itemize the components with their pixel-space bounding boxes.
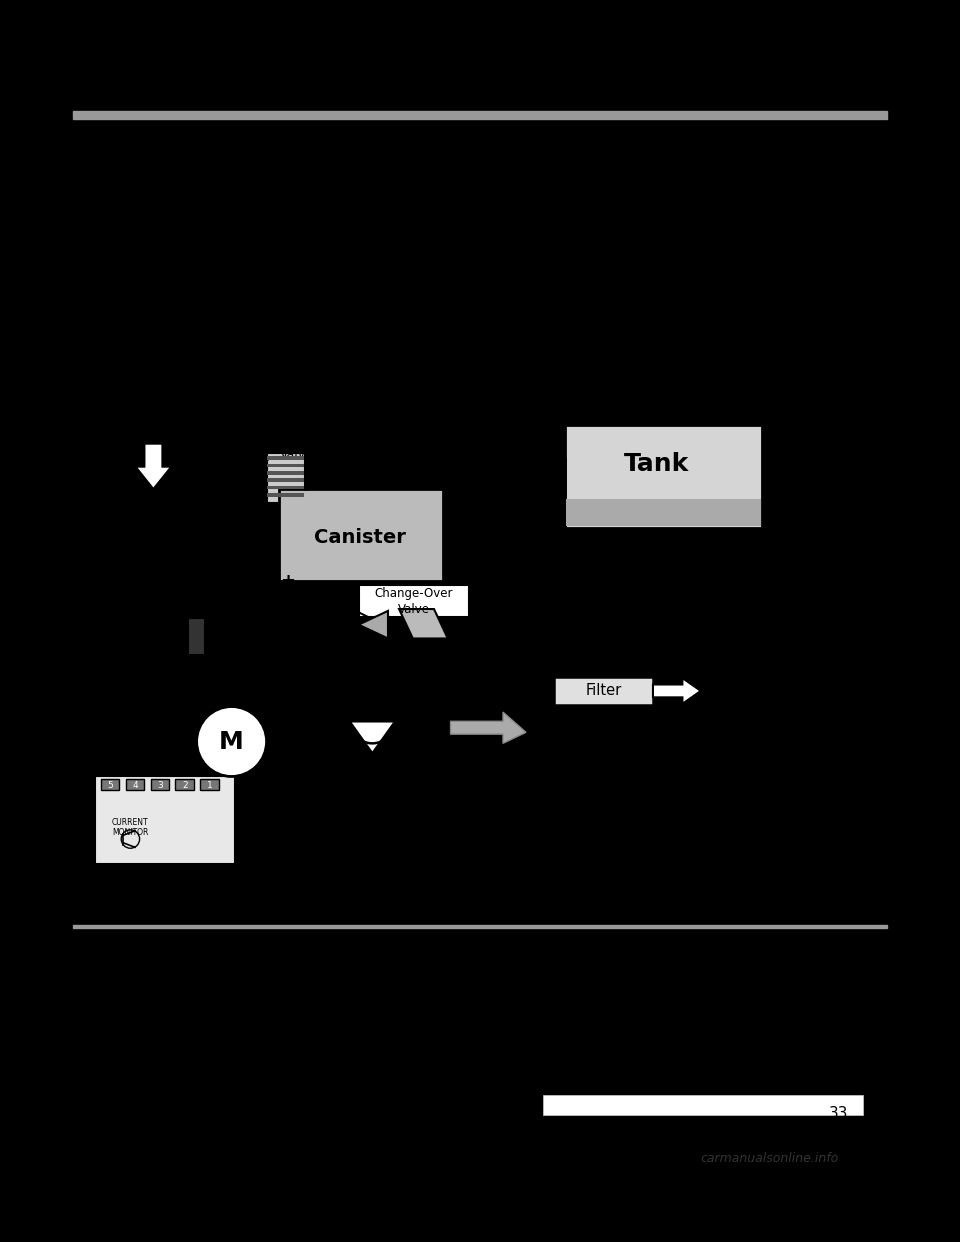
Text: Filter: Filter <box>586 683 621 698</box>
Polygon shape <box>349 722 396 754</box>
Bar <box>268 463 304 467</box>
Bar <box>268 478 304 482</box>
Bar <box>151 779 169 790</box>
Text: 1: 1 <box>206 781 212 790</box>
Text: CURRENT
MONITOR: CURRENT MONITOR <box>112 818 149 837</box>
Circle shape <box>197 707 267 776</box>
Text: Throttle
Plate: Throttle Plate <box>101 425 150 455</box>
Bar <box>176 779 194 790</box>
Bar <box>267 452 305 503</box>
Text: 5: 5 <box>108 781 113 790</box>
Text: 4: 4 <box>132 781 138 790</box>
Text: +: + <box>444 573 458 590</box>
Bar <box>268 493 304 497</box>
Bar <box>268 471 304 474</box>
Text: Pump: Pump <box>352 781 392 795</box>
Text: The DC Motor LDP ensures accurate fuel system leak detection for leaks as small : The DC Motor LDP ensures accurate fuel s… <box>98 179 741 255</box>
Polygon shape <box>450 712 526 744</box>
Bar <box>95 776 235 864</box>
Bar <box>268 486 304 489</box>
Bar <box>279 489 444 581</box>
Bar <box>126 779 144 790</box>
Text: Fresh Air: Fresh Air <box>574 718 633 730</box>
Text: DC MOTOR LDP INACTIVE --  NORMAL PURGE VALVE OPERATION: DC MOTOR LDP INACTIVE -- NORMAL PURGE VA… <box>98 940 670 955</box>
Bar <box>101 779 119 790</box>
Bar <box>188 619 204 655</box>
Text: 3: 3 <box>157 781 162 790</box>
Polygon shape <box>653 678 701 704</box>
Bar <box>239 591 596 876</box>
Polygon shape <box>135 443 172 489</box>
Text: Electric
Motor LDP: Electric Motor LDP <box>600 597 667 628</box>
Bar <box>564 425 762 528</box>
Text: Purge
Valve: Purge Valve <box>279 431 315 462</box>
Text: 2: 2 <box>181 781 187 790</box>
Bar <box>73 112 887 119</box>
Text: 0.5mm
Reference
Orifice: 0.5mm Reference Orifice <box>101 622 157 657</box>
Bar <box>358 585 468 617</box>
Bar <box>201 779 219 790</box>
Bar <box>268 456 304 460</box>
Bar <box>554 677 653 704</box>
Bar <box>566 498 760 527</box>
Text: The pump also contains an ECM controlled change over valve that is energized clo: The pump also contains an ECM controlled… <box>98 287 744 363</box>
Text: In it’s inactive state the pump motor and the change over valve of the DC Motor : In it’s inactive state the pump motor an… <box>98 970 746 1046</box>
Text: M: M <box>219 729 244 754</box>
Bar <box>73 924 887 928</box>
Text: 33: 33 <box>828 1105 848 1120</box>
Text: Tank: Tank <box>624 452 689 476</box>
Polygon shape <box>399 609 447 638</box>
Bar <box>542 1094 863 1115</box>
Text: Change-Over
Valve: Change-Over Valve <box>374 587 453 616</box>
Text: Canister: Canister <box>315 528 406 546</box>
Text: Engine: Engine <box>101 505 152 520</box>
Text: FUNCTION: FUNCTION <box>98 149 211 168</box>
Polygon shape <box>358 611 388 638</box>
Text: +: + <box>280 573 296 590</box>
Text: carmanualsonline.info: carmanualsonline.info <box>701 1151 839 1165</box>
